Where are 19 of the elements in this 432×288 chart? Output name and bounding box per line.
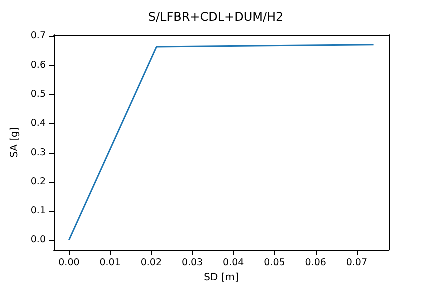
- x-tick-label: 0.00: [58, 258, 80, 269]
- x-tick-label: 0.01: [100, 258, 121, 269]
- y-axis-title: SA [g]: [9, 127, 20, 158]
- y-tick-label: 0.3: [30, 147, 46, 158]
- y-tick-label: 0.0: [30, 234, 46, 246]
- x-tick-label: 0.07: [346, 258, 368, 269]
- y-tick-label: 0.4: [30, 118, 46, 130]
- x-tick-label: 0.02: [140, 258, 162, 269]
- x-tick-label: 0.06: [305, 258, 326, 269]
- chart-title: S/LFBR+CDL+DUM/H2: [148, 10, 284, 24]
- y-tick-label: 0.2: [30, 176, 46, 188]
- y-tick-label: 0.5: [30, 88, 46, 100]
- x-tick-label: 0.04: [223, 258, 244, 269]
- x-tick-label: 0.05: [264, 258, 286, 269]
- y-tick-label: 0.6: [30, 60, 46, 71]
- y-tick-label: 0.7: [30, 30, 46, 42]
- x-tick-label: 0.03: [182, 258, 204, 269]
- x-axis-title: SD [m]: [204, 272, 239, 284]
- y-tick-label: 0.1: [30, 206, 46, 217]
